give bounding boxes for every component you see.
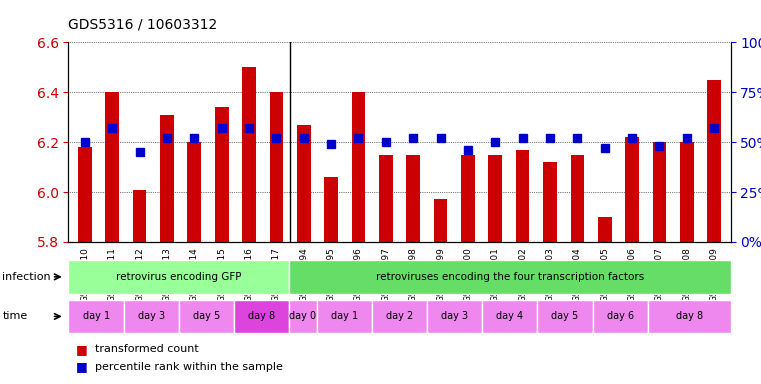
Bar [434,200,447,242]
Text: ■: ■ [76,343,88,356]
Text: day 2: day 2 [386,311,413,321]
Text: ■: ■ [76,360,88,373]
Bar [626,137,639,242]
Text: retrovirus encoding GFP: retrovirus encoding GFP [116,272,241,282]
Bar [543,162,557,242]
Bar [352,92,365,242]
Text: day 3: day 3 [138,311,165,321]
Text: percentile rank within the sample: percentile rank within the sample [95,362,283,372]
Bar [598,217,612,242]
Text: day 8: day 8 [248,311,275,321]
Text: day 0: day 0 [289,311,317,321]
Bar [406,154,420,242]
Bar [461,154,475,242]
Bar [269,92,283,242]
Text: time: time [2,311,27,321]
Text: transformed count: transformed count [95,344,199,354]
Bar [653,142,667,242]
Bar [160,115,174,242]
Bar [489,154,502,242]
Bar [215,107,228,242]
Bar [516,150,530,242]
Text: day 6: day 6 [607,311,634,321]
Bar [680,142,693,242]
Text: day 1: day 1 [331,311,358,321]
Text: infection: infection [2,272,51,282]
Text: day 5: day 5 [193,311,220,321]
Bar [324,177,338,242]
Text: day 4: day 4 [496,311,524,321]
Bar [242,67,256,242]
Text: GDS5316 / 10603312: GDS5316 / 10603312 [68,17,218,31]
Bar [571,154,584,242]
Bar [707,79,721,242]
Text: day 5: day 5 [552,311,578,321]
Bar [297,125,310,242]
Bar [379,154,393,242]
Text: day 3: day 3 [441,311,468,321]
Text: day 8: day 8 [676,311,702,321]
Bar [132,190,146,242]
Text: day 1: day 1 [82,311,110,321]
Bar [106,92,119,242]
Text: retroviruses encoding the four transcription factors: retroviruses encoding the four transcrip… [376,272,644,282]
Bar [78,147,92,242]
Bar [187,142,201,242]
